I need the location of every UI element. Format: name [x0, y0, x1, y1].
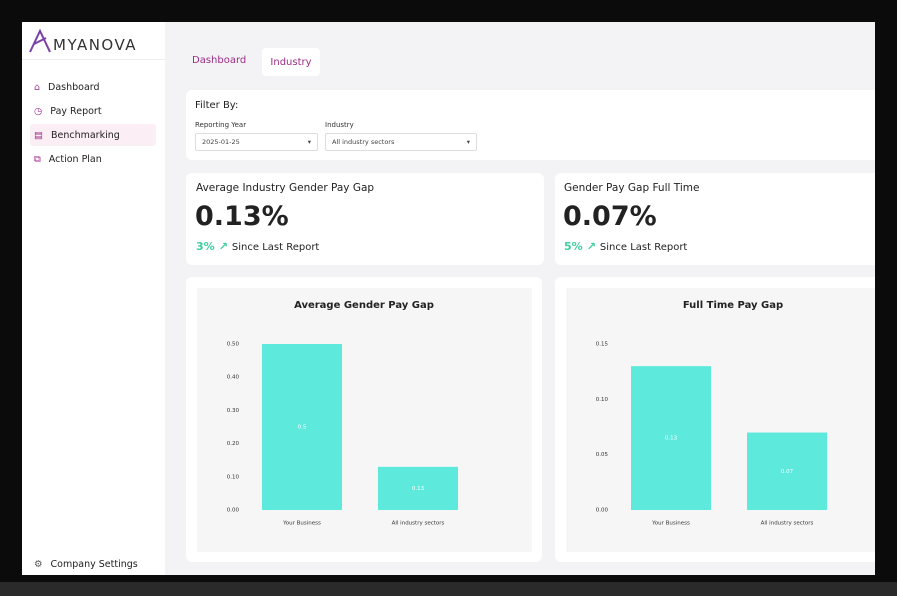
y-tick-label: 0.10: [227, 474, 240, 480]
x-tick-label: All industry sectors: [392, 521, 445, 527]
logo-text: MYANOVA: [53, 36, 138, 54]
kpi-value: 0.07%: [563, 201, 657, 232]
nav-label: Action Plan: [48, 153, 102, 165]
sidebar: MYANOVA ⌂ Dashboard ◷ Pay Report ▤ Benchmar…: [22, 22, 165, 575]
filter-title: Filter By:: [195, 100, 239, 111]
value-label: 0.13: [665, 436, 678, 442]
bottom-bar: [0, 582, 897, 596]
select[interactable]: All industry sectors ▾: [325, 133, 477, 151]
kpi-note: Since Last Report: [231, 242, 320, 253]
y-tick-label: 0.05: [596, 452, 609, 458]
kpi-title: Gender Pay Gap Full Time: [564, 182, 700, 194]
y-tick-label: 0.15: [596, 342, 609, 348]
bar: [631, 366, 711, 510]
chart: Average Gender Pay Gap 0.00 0.10 0.20 0.30 0.…: [197, 288, 532, 552]
divider: [22, 59, 165, 60]
x-tick-label: Your Business: [282, 521, 321, 527]
nav-item[interactable]: ⧉ Action Plan: [34, 153, 102, 165]
chart-title: Average Gender Pay Gap: [294, 300, 434, 311]
field-label: Reporting Year: [195, 121, 247, 129]
nav-item[interactable]: ◷ Pay Report: [34, 105, 102, 117]
y-tick-label: 0.40: [227, 375, 240, 381]
nav-label: Benchmarking: [50, 129, 120, 141]
chart-title: Full Time Pay Gap: [683, 300, 783, 311]
bar: [262, 344, 342, 510]
chart: Full Time Pay Gap 0.00 0.05 0.10 0.15 0.13 You…: [566, 288, 875, 552]
nav-item[interactable]: ⚙ Company Settings: [34, 558, 138, 570]
kpi-change: 3% ↗ Since Last Report: [196, 240, 320, 253]
chart-card: Average Gender Pay Gap 0.00 0.10 0.20 0.30 0.…: [186, 277, 542, 562]
y-tick-label: 0.00: [227, 508, 240, 514]
select-value: All industry sectors: [332, 138, 395, 146]
kpi-card: Gender Pay Gap Full Time 0.07% 5% ↗ Since …: [555, 173, 875, 265]
value-label: 0.5: [298, 425, 307, 431]
x-tick-label: All industry sectors: [761, 521, 814, 527]
nav-label: Pay Report: [50, 105, 102, 117]
nav-item[interactable]: ▤ Benchmarking: [30, 124, 156, 146]
select[interactable]: 2025-01-25 ▾: [195, 133, 318, 151]
nav-item[interactable]: ⌂ Dashboard: [34, 81, 100, 93]
y-tick-label: 0.20: [227, 441, 240, 447]
y-tick-label: 0.30: [227, 408, 240, 414]
nav-label: Dashboard: [48, 81, 100, 93]
field-label: Industry: [325, 121, 354, 129]
y-tick-label: 0.10: [596, 397, 609, 403]
select-value: 2025-01-25: [202, 138, 240, 146]
chart-card: Full Time Pay Gap 0.00 0.05 0.10 0.15 0.13 You…: [555, 277, 875, 562]
bar: [378, 466, 458, 510]
value-label: 0.07: [781, 469, 794, 475]
screen: MYANOVA ⌂ Dashboard ◷ Pay Report ▤ Benchmar…: [22, 22, 875, 575]
nav-label: Company Settings: [50, 558, 138, 570]
tab-active[interactable]: Industry: [262, 48, 320, 76]
kpi-change-value: 5%: [564, 240, 583, 253]
tab[interactable]: Dashboard: [192, 55, 247, 66]
kpi-title: Average Industry Gender Pay Gap: [196, 182, 375, 194]
x-tick-label: Your Business: [651, 521, 690, 527]
bar: [747, 432, 827, 510]
kpi-value: 0.13%: [195, 201, 289, 232]
kpi-change: 5% ↗ Since Last Report: [564, 240, 688, 253]
y-tick-label: 0.50: [227, 342, 240, 348]
kpi-change-value: 3%: [196, 240, 215, 253]
kpi-note: Since Last Report: [599, 242, 688, 253]
value-label: 0.13: [412, 486, 425, 492]
y-tick-label: 0.00: [596, 508, 609, 514]
logo-mark: [29, 28, 51, 53]
kpi-card: Average Industry Gender Pay Gap 0.13% 3%…: [186, 173, 544, 265]
filter-card: Filter By: Reporting Year 2025-01-25 ▾ In…: [186, 90, 875, 160]
